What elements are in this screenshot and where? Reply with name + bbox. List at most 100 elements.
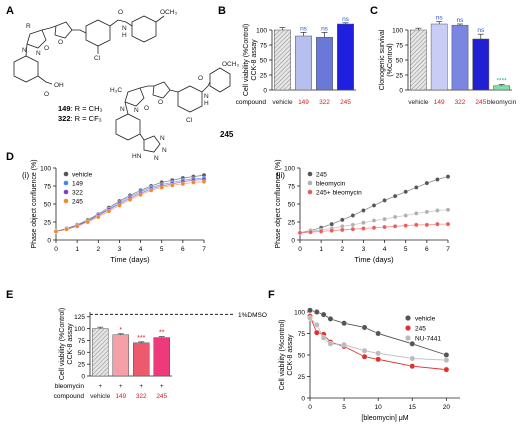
y-tick-label: 50 <box>44 202 52 209</box>
methoxyphenyl-ring-245 <box>209 67 231 93</box>
data-point-245 <box>106 208 112 214</box>
x-tick-label: 1 <box>319 246 323 253</box>
reference-line-label: 1%DMSO <box>238 312 267 319</box>
data-point-vehicle <box>341 320 347 327</box>
y-tick-label: 75 <box>298 331 306 338</box>
y-tick-label: 0 <box>263 88 267 95</box>
significance-label: ns <box>300 25 308 32</box>
legend-marker <box>307 171 313 177</box>
chart-f: 0 25 50 75 100 0 5 10 15 20 [bleomycin] μM Cell via… <box>279 307 460 422</box>
bar-bleomycin <box>493 85 510 91</box>
data-point-NU-7441 <box>313 321 320 328</box>
legend-marker <box>63 189 69 195</box>
data-point-245 <box>445 174 451 179</box>
row-value: vehicle <box>90 393 111 400</box>
data-point-245 <box>138 192 143 197</box>
data-point-vehicle <box>327 315 334 322</box>
atom-n: N <box>122 25 127 32</box>
row-label-bleomycin: bleomycin <box>55 383 85 390</box>
significance-label: ns <box>342 16 350 23</box>
data-point-245 <box>350 213 356 218</box>
legend-marker <box>405 325 411 331</box>
data-point-245 <box>313 329 320 336</box>
data-point-245+ bleomycin <box>371 225 377 231</box>
x-tick-label: 5 <box>404 246 408 253</box>
panel-letter-E: E <box>6 289 13 301</box>
significance-label: *** <box>137 335 145 342</box>
y-tick-label: 75 <box>288 184 296 191</box>
atom-h3c-245: H₃C <box>110 87 122 94</box>
data-point-245 <box>74 224 80 229</box>
data-point-245 <box>443 366 450 373</box>
y-tick-label: 0 <box>291 238 295 245</box>
legend-label: 245 <box>316 172 327 179</box>
chart-e: 0 25 50 75 100 125 Cell viability (%Control) CC… <box>54 308 267 400</box>
y-tick-label: 25 <box>298 374 306 381</box>
data-point-NU-7441 <box>327 340 334 347</box>
bar-149 <box>295 35 312 91</box>
y-axis-label-2: CCK-8 assay <box>251 39 258 81</box>
atom-n2-245: N <box>134 107 139 114</box>
data-point-245+ bleomycin <box>308 229 313 235</box>
y-tick-label: 50 <box>78 350 86 357</box>
structure-245-atoms: OCH₃ H₃C O N H O N N Cl O N N N HN <box>110 61 239 162</box>
atom-r: R <box>26 23 31 30</box>
x-tick-label: 4 <box>139 246 143 253</box>
data-point-245 <box>371 203 377 208</box>
bar-vehicle <box>274 29 291 91</box>
data-point-bleomycin <box>361 220 366 225</box>
atom-tet-hn: HN <box>132 153 142 160</box>
panel-letter-F: F <box>268 289 275 301</box>
atom-n-245: N <box>204 93 209 100</box>
y-tick-label: 0 <box>47 238 51 245</box>
row-label-compound: compound <box>236 99 267 106</box>
y-tick-label: 75 <box>78 338 86 345</box>
x-tick-label: 1 <box>75 246 79 253</box>
data-point-NU-7441 <box>375 350 382 357</box>
significance-label: ns <box>477 27 485 34</box>
chart-c: 0 25 50 75 100 Clonogenic survival (%Control) n… <box>379 15 517 106</box>
data-point-245 <box>361 208 366 213</box>
atom-cl-245: Cl <box>186 117 193 124</box>
data-point-NU-7441 <box>361 347 368 354</box>
bar-245 <box>153 337 170 377</box>
bar-149 <box>112 334 129 377</box>
data-point-bleomycin <box>445 207 451 213</box>
row-value: + <box>119 383 123 390</box>
data-point-245+ bleomycin <box>329 228 334 233</box>
panel-sublabel: (ii) <box>276 171 285 180</box>
data-point-245 <box>375 356 382 363</box>
data-point-NU-7441 <box>320 334 327 341</box>
y-axis-label: Cell viability (%Control) <box>243 24 250 96</box>
panel-letter-A: A <box>6 5 14 17</box>
bar-322 <box>133 342 150 377</box>
row-value: 149 <box>115 393 126 400</box>
legend-label: 245+ bleomycin <box>316 190 362 197</box>
legend-marker <box>405 335 411 341</box>
y-axis-label-2: (%Control) <box>387 43 394 76</box>
category-label: 245 <box>475 99 486 106</box>
data-point-NU-7441 <box>341 341 347 348</box>
data-point-245 <box>191 180 196 185</box>
bar-245 <box>472 38 490 91</box>
significance-label: ns <box>321 25 329 32</box>
data-point-245+ bleomycin <box>318 229 324 234</box>
data-point-245 <box>85 219 90 225</box>
data-point-245 <box>148 188 154 193</box>
legend-marker <box>405 315 411 321</box>
significance-label: * <box>119 327 122 334</box>
x-tick-label: 20 <box>443 404 451 411</box>
structure-149-322 <box>13 15 165 85</box>
category-label: bleomycin <box>487 99 517 106</box>
data-point-245+ bleomycin <box>392 224 398 229</box>
x-tick-label: 7 <box>446 246 450 253</box>
y-tick-label: 50 <box>288 202 296 209</box>
atom-och3-245: OCH₃ <box>222 61 239 68</box>
data-point-bleomycin <box>424 209 430 215</box>
bar-322 <box>451 24 469 91</box>
data-point-245+ bleomycin <box>424 222 430 228</box>
compound-149-label: 149: R = CH₃ <box>58 104 103 113</box>
atom-o-carbonyl: O <box>44 45 49 52</box>
y-axis-label: Phase object confluence (%) <box>275 159 282 248</box>
data-point-245 <box>382 198 387 203</box>
